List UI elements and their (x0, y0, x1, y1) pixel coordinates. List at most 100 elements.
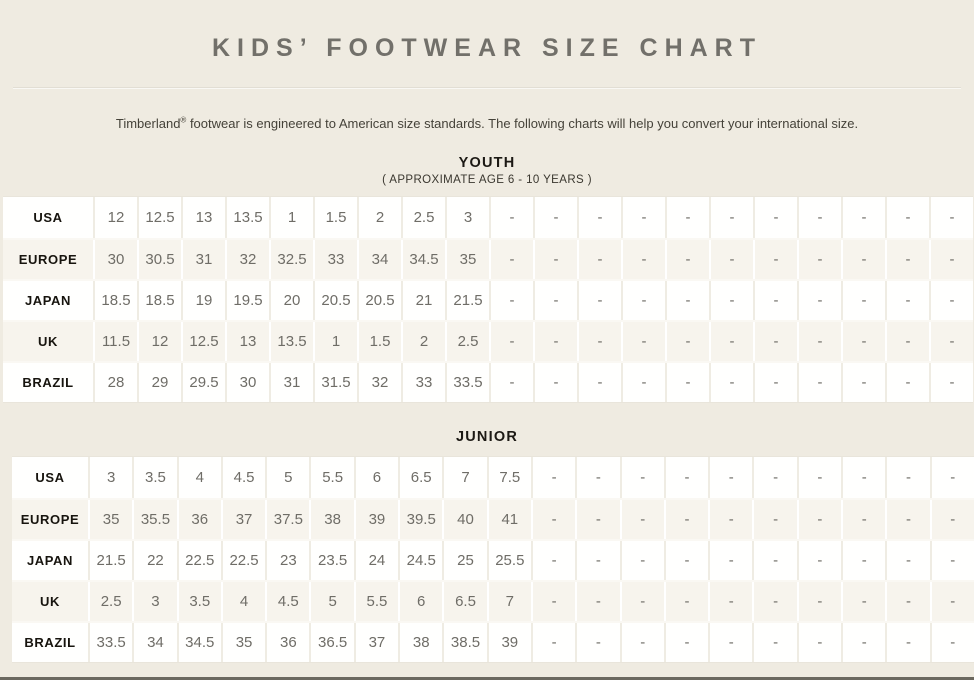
size-cell: 40 (442, 500, 486, 539)
intro-brand: Timberland (115, 116, 181, 131)
size-cell: - (841, 582, 885, 621)
region-label: USA (35, 470, 65, 485)
size-cell: 2.5 (401, 197, 445, 238)
size-cell: - (489, 322, 533, 361)
size-cell: 13 (181, 197, 225, 238)
size-cell: 39 (486, 623, 531, 662)
size-cell: - (533, 322, 577, 361)
size-cell: - (753, 281, 797, 320)
registered-mark: ® (180, 115, 187, 125)
size-cell: 13.5 (225, 197, 269, 238)
size-cell: 12.5 (137, 197, 181, 238)
size-cell: - (575, 457, 619, 498)
size-cell: 33.5 (445, 363, 489, 402)
size-cell: - (929, 240, 973, 279)
size-cell: 19.5 (225, 281, 269, 320)
size-cell: 11.5 (93, 322, 137, 361)
size-cell: - (797, 363, 841, 402)
size-cell: 36 (176, 500, 221, 539)
size-cell: 3 (88, 457, 132, 498)
size-cell: - (665, 197, 709, 238)
size-cell: 25 (442, 541, 486, 580)
size-cell: 33 (313, 240, 357, 279)
size-cell: 31 (269, 363, 313, 402)
size-cell: - (533, 363, 577, 402)
size-cell: - (708, 623, 752, 662)
size-cell: - (709, 240, 753, 279)
size-cell: - (753, 322, 797, 361)
size-cell: 31 (181, 240, 225, 279)
size-cell: - (752, 623, 796, 662)
size-cell: 20 (269, 281, 313, 320)
size-cell: - (796, 541, 841, 580)
size-cell: 24 (353, 541, 398, 580)
size-cell: - (621, 363, 665, 402)
size-cell: - (796, 500, 841, 539)
size-cell: - (796, 582, 841, 621)
size-cell: - (619, 500, 664, 539)
size-cell: - (619, 582, 664, 621)
size-cell: - (709, 363, 753, 402)
size-cell: - (885, 582, 929, 621)
size-cell: - (489, 363, 533, 402)
size-cell: 19 (181, 281, 225, 320)
size-cell: - (929, 281, 973, 320)
region-label: EUROPE (20, 512, 80, 527)
size-cell: 7 (442, 457, 486, 498)
size-cell: 6 (398, 582, 442, 621)
size-cell: - (929, 500, 974, 539)
table-row: BRAZIL 33.5 34 34.5 35 36 36.5 37 38 38.5 39- - - - - -… (12, 621, 974, 662)
size-cell: 23.5 (309, 541, 353, 580)
size-cell: 7 (486, 582, 531, 621)
size-cell: - (797, 281, 841, 320)
size-cell: 30.5 (137, 240, 181, 279)
size-cell: - (753, 197, 797, 238)
size-cell: - (797, 240, 841, 279)
size-cell: 22 (132, 541, 176, 580)
size-cell: 21.5 (88, 541, 132, 580)
size-cell: 3 (445, 197, 489, 238)
table-row: USA 3 3.5 4 4.5 5 5.5 6 6.5 7 7.5- - - - - - - - - - (12, 457, 974, 498)
size-cell: 5.5 (353, 582, 398, 621)
size-cell: - (619, 541, 664, 580)
size-cell: 33 (401, 363, 445, 402)
size-cell: 35 (220, 623, 265, 662)
size-cell: - (885, 281, 929, 320)
size-cell: 37 (353, 623, 398, 662)
size-cell: - (929, 582, 974, 621)
size-cell: 4 (220, 582, 265, 621)
size-cell: 32 (225, 240, 269, 279)
size-cell: 34.5 (176, 623, 221, 662)
size-cell: 1 (269, 197, 313, 238)
size-cell: 41 (486, 500, 531, 539)
region-label: EUROPE (18, 252, 78, 267)
size-cell: 33.5 (88, 623, 132, 662)
size-cell: - (577, 240, 621, 279)
size-cell: - (709, 322, 753, 361)
size-cell: 28 (93, 363, 137, 402)
region-label: UK (38, 334, 58, 349)
region-label: JAPAN (24, 293, 72, 308)
size-cell: - (530, 541, 575, 580)
region-label: BRAZIL (24, 635, 76, 650)
size-cell: 34 (357, 240, 401, 279)
size-cell: 13.5 (269, 322, 313, 361)
size-cell: 32 (357, 363, 401, 402)
size-cell: 21 (401, 281, 445, 320)
page-title: KIDS’ FOOTWEAR SIZE CHART (212, 34, 762, 62)
size-cell: - (533, 281, 577, 320)
size-cell: - (708, 500, 752, 539)
size-cell: - (752, 500, 796, 539)
region-label: USA (33, 210, 63, 225)
size-cell: 25.5 (486, 541, 531, 580)
size-cell: - (577, 197, 621, 238)
size-cell: 31.5 (313, 363, 357, 402)
size-cell: 37 (220, 500, 265, 539)
size-cell: - (533, 197, 577, 238)
size-cell: 36.5 (309, 623, 353, 662)
table-row: EUROPE 35 35.5 36 37 37.5 38 39 39.5 40 41- - - - - - - -… (12, 498, 974, 539)
size-cell: - (619, 457, 664, 498)
size-cell: - (577, 363, 621, 402)
size-cell: 34.5 (401, 240, 445, 279)
size-cell: - (577, 322, 621, 361)
